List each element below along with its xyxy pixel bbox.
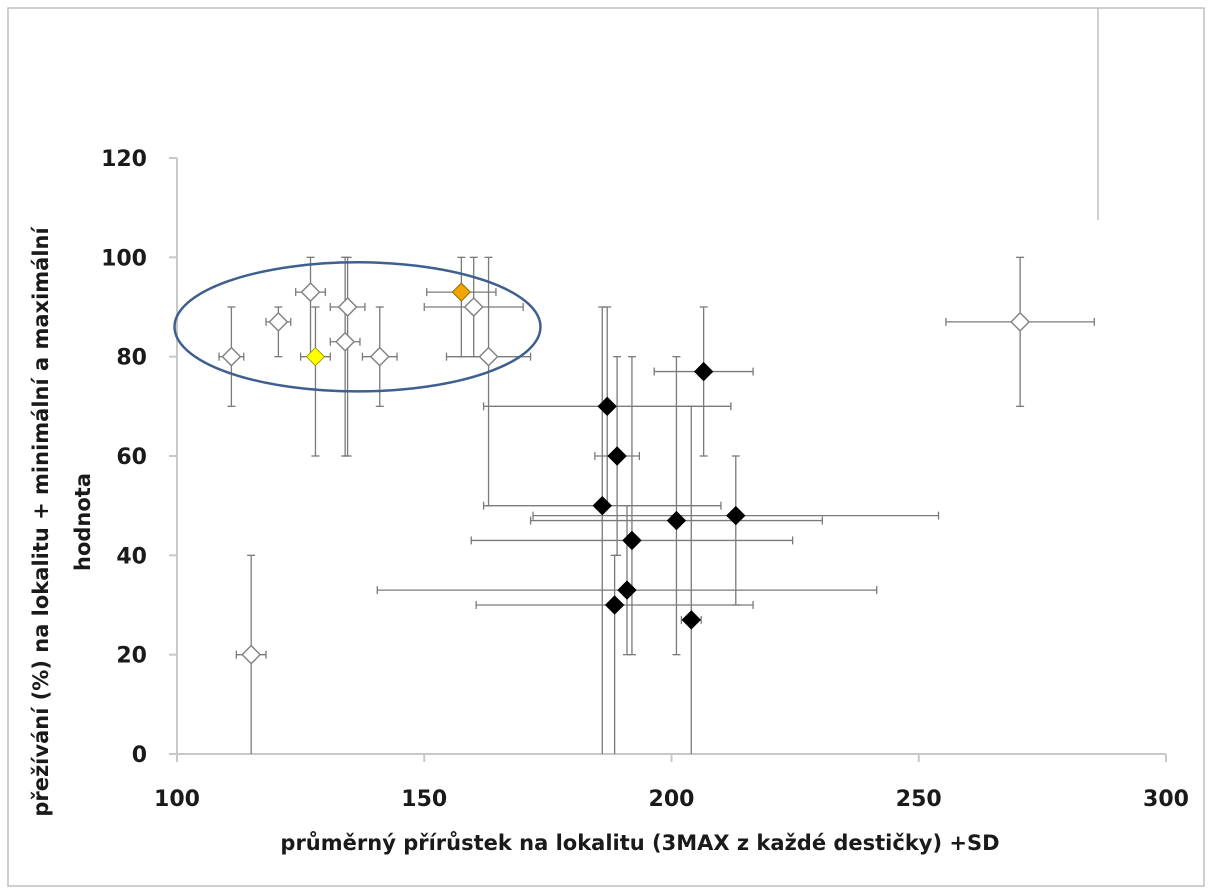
data-point-open-diamond: [268, 311, 289, 332]
data-point-open-diamond: [337, 297, 358, 317]
tick-labels-group: 100 150 200 250 300 0 20 40 60 80 100 120: [101, 147, 1189, 812]
x-axis-title: průměrný přírůstek na lokalitu (3MAX z k…: [280, 831, 999, 855]
data-point-open-diamond: [221, 346, 242, 367]
data-point-open-diamond: [300, 282, 321, 303]
data-point-filled-diamond-black: [592, 495, 612, 516]
points-group: [221, 282, 1031, 665]
x-tick-label: 300: [1143, 787, 1189, 812]
data-point-open-diamond: [1010, 311, 1031, 332]
cluster-ellipse: [173, 261, 542, 393]
y-tick-label: 20: [116, 644, 147, 669]
axes-group: [169, 157, 1167, 762]
error-bars-group: [218, 256, 1095, 754]
data-point-filled-diamond-black: [666, 510, 687, 531]
y-tick-label: 80: [116, 346, 147, 371]
data-point-filled-diamond-black: [607, 446, 627, 466]
data-point-filled-diamond-black: [681, 610, 701, 630]
data-point-filled-diamond-orange: [451, 282, 472, 302]
data-point-filled-diamond-black: [726, 505, 746, 526]
y-tick-label: 100: [101, 246, 147, 271]
x-tick-label: 200: [649, 787, 695, 812]
y-axis-title-line-1: přežívání (%) na lokalitu + minimální a …: [29, 226, 53, 817]
y-tick-label: 120: [101, 147, 147, 172]
y-tick-label: 40: [116, 544, 147, 569]
y-tick-label: 60: [116, 445, 147, 470]
data-point-filled-diamond-black: [622, 530, 642, 551]
data-point-open-diamond: [478, 346, 499, 367]
axis-titles-group: průměrný přírůstek na lokalitu (3MAX z k…: [29, 226, 1000, 855]
chart-frame: [7, 7, 1205, 887]
x-tick-label: 100: [154, 787, 200, 812]
data-point-filled-diamond-black: [597, 396, 617, 417]
y-axis-title-line-2: hodnota: [71, 473, 95, 571]
data-point-filled-diamond-black: [604, 595, 625, 615]
data-point-filled-diamond-black: [617, 580, 637, 600]
x-tick-label: 150: [401, 787, 447, 812]
annotation-group: [173, 261, 542, 393]
data-point-open-diamond: [369, 346, 390, 367]
data-point-open-diamond: [335, 331, 356, 352]
data-point-open-diamond: [241, 644, 262, 665]
data-point-filled-diamond-black: [693, 361, 714, 382]
y-tick-label: 0: [132, 743, 147, 768]
x-tick-label: 250: [896, 787, 942, 812]
data-point-filled-diamond-yellow: [305, 346, 326, 367]
data-point-open-diamond: [463, 297, 484, 317]
